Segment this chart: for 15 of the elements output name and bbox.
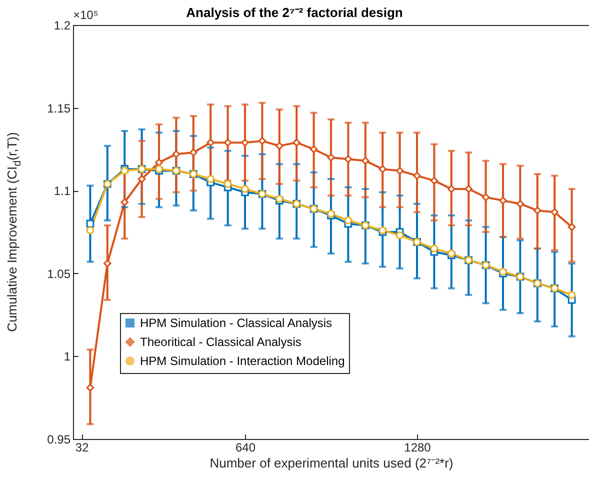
y-tick-label: 1.05 [47, 266, 71, 281]
x-tick-label: 1280 [404, 440, 432, 454]
x-axis-title: Number of experimental units used (2⁷⁻²*r) [210, 456, 454, 470]
y-tick-label: 0.95 [47, 432, 71, 446]
y-tick-label: 1.2 [54, 18, 71, 32]
legend-label: HPM Simulation - Interaction Modeling [140, 354, 345, 368]
y-tick-label: 1.15 [47, 101, 71, 116]
y-tick-label: 1.1 [54, 184, 71, 198]
x-tick-label: 640 [235, 440, 256, 454]
chart-title: Analysis of the 2⁷⁻² factorial design [186, 5, 403, 20]
legend-label: Theoritical - Classical Analysis [140, 335, 302, 349]
text: ×10⁵ [73, 8, 98, 22]
legend-label: HPM Simulation - Classical Analysis [140, 316, 332, 330]
x-tick-label: 32 [75, 440, 90, 454]
y-tick-label: 1 [64, 350, 71, 364]
